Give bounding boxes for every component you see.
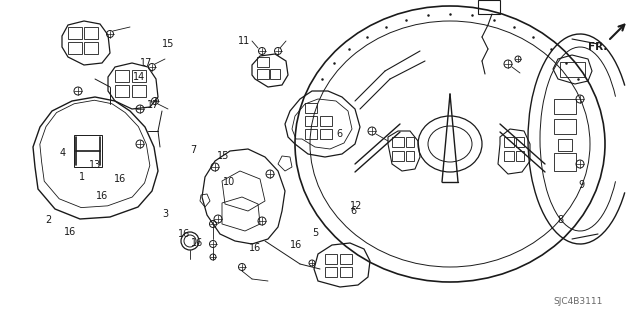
Bar [305,116,317,126]
Bar [115,85,129,97]
Text: 14: 14 [133,71,146,82]
Bar [504,151,514,161]
Bar [68,27,82,39]
Text: 5: 5 [312,228,318,238]
Text: 1: 1 [79,172,85,182]
Text: 17: 17 [147,100,160,110]
Bar [320,129,332,139]
Bar [84,42,98,54]
Bar [560,62,585,77]
Text: 16: 16 [178,228,191,239]
Text: 15: 15 [161,39,174,49]
Bar [305,129,317,139]
Bar [115,70,129,82]
Bar [406,151,414,161]
Bar [325,267,337,277]
Text: 11: 11 [238,36,251,47]
Bar [305,103,317,113]
Text: 7: 7 [190,145,196,155]
Bar [132,85,146,97]
Bar [478,0,500,14]
Bar [392,137,404,147]
Text: FR.: FR. [588,42,608,52]
Text: 16: 16 [191,238,204,248]
Bar [68,42,82,54]
Text: 16: 16 [289,240,302,250]
Bar [257,57,269,67]
Text: SJC4B3111: SJC4B3111 [554,296,603,306]
Text: 4: 4 [60,148,66,158]
Text: 8: 8 [557,215,564,225]
Bar [320,116,332,126]
Text: 12: 12 [349,201,362,211]
Bar [558,139,572,151]
Bar [554,99,576,114]
Bar [554,153,576,171]
Text: 17: 17 [140,58,152,68]
Bar [84,27,98,39]
Text: 6: 6 [350,205,356,216]
Bar [516,137,524,147]
Text: 6: 6 [336,129,342,139]
Text: 13: 13 [88,160,101,170]
Text: 16: 16 [64,227,77,237]
Bar [516,151,524,161]
Text: 9: 9 [578,180,584,190]
Bar [392,151,404,161]
Bar [406,137,414,147]
Bar [325,254,337,264]
Text: 16: 16 [96,191,109,201]
Text: 2: 2 [45,215,51,225]
Bar [132,70,146,82]
Text: 16: 16 [248,243,261,253]
Bar [257,69,269,79]
Bar [340,267,352,277]
Bar [74,135,102,167]
Text: 15: 15 [216,151,229,161]
Bar [554,119,576,134]
Bar [340,254,352,264]
Bar [504,137,514,147]
Text: 16: 16 [114,174,127,184]
Text: 10: 10 [223,177,236,187]
Bar [270,69,280,79]
Text: 3: 3 [162,209,168,219]
